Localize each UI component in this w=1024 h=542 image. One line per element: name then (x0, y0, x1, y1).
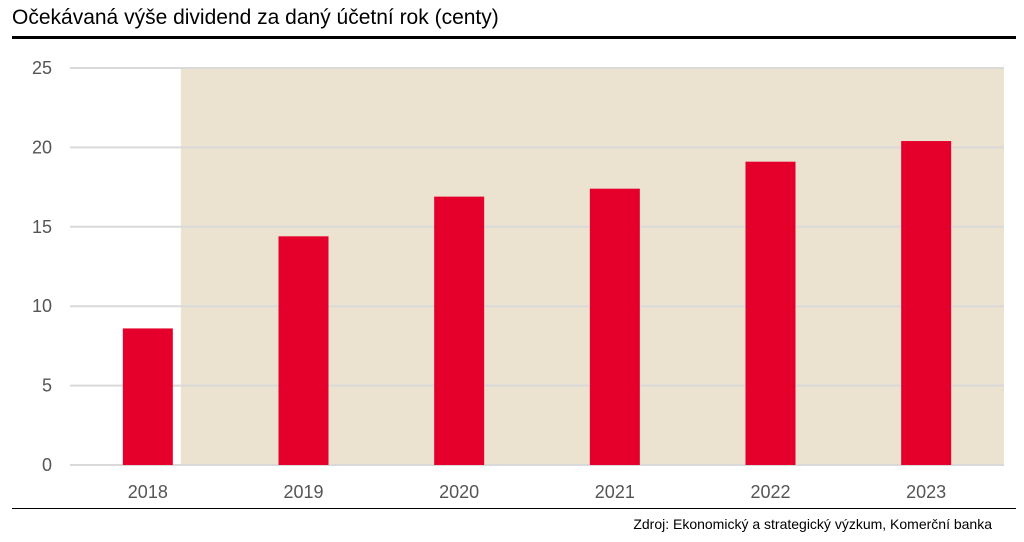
bar-2018 (122, 328, 173, 465)
x-tick-label: 2018 (128, 482, 168, 502)
y-tick-label: 5 (42, 376, 52, 396)
chart-title: Očekávaná výše dividend za daný účetní r… (12, 6, 499, 29)
bar-2019 (278, 236, 329, 465)
x-tick-label: 2022 (750, 482, 790, 502)
y-tick-label: 20 (32, 137, 52, 157)
x-tick-label: 2020 (439, 482, 479, 502)
title-rule (12, 36, 1016, 39)
bar-2023 (901, 141, 952, 465)
x-tick-label: 2019 (283, 482, 323, 502)
y-tick-label: 0 (42, 455, 52, 475)
bar-2022 (745, 161, 796, 465)
footer-rule (12, 508, 1016, 509)
bar-2020 (434, 196, 485, 466)
x-tick-label: 2021 (595, 482, 635, 502)
y-tick-label: 25 (32, 58, 52, 78)
source-note: Zdroj: Ekonomický a strategický výzkum, … (633, 516, 992, 532)
y-tick-label: 10 (32, 296, 52, 316)
bar-2021 (589, 188, 640, 466)
y-tick-label: 15 (32, 217, 52, 237)
x-tick-label: 2023 (906, 482, 946, 502)
